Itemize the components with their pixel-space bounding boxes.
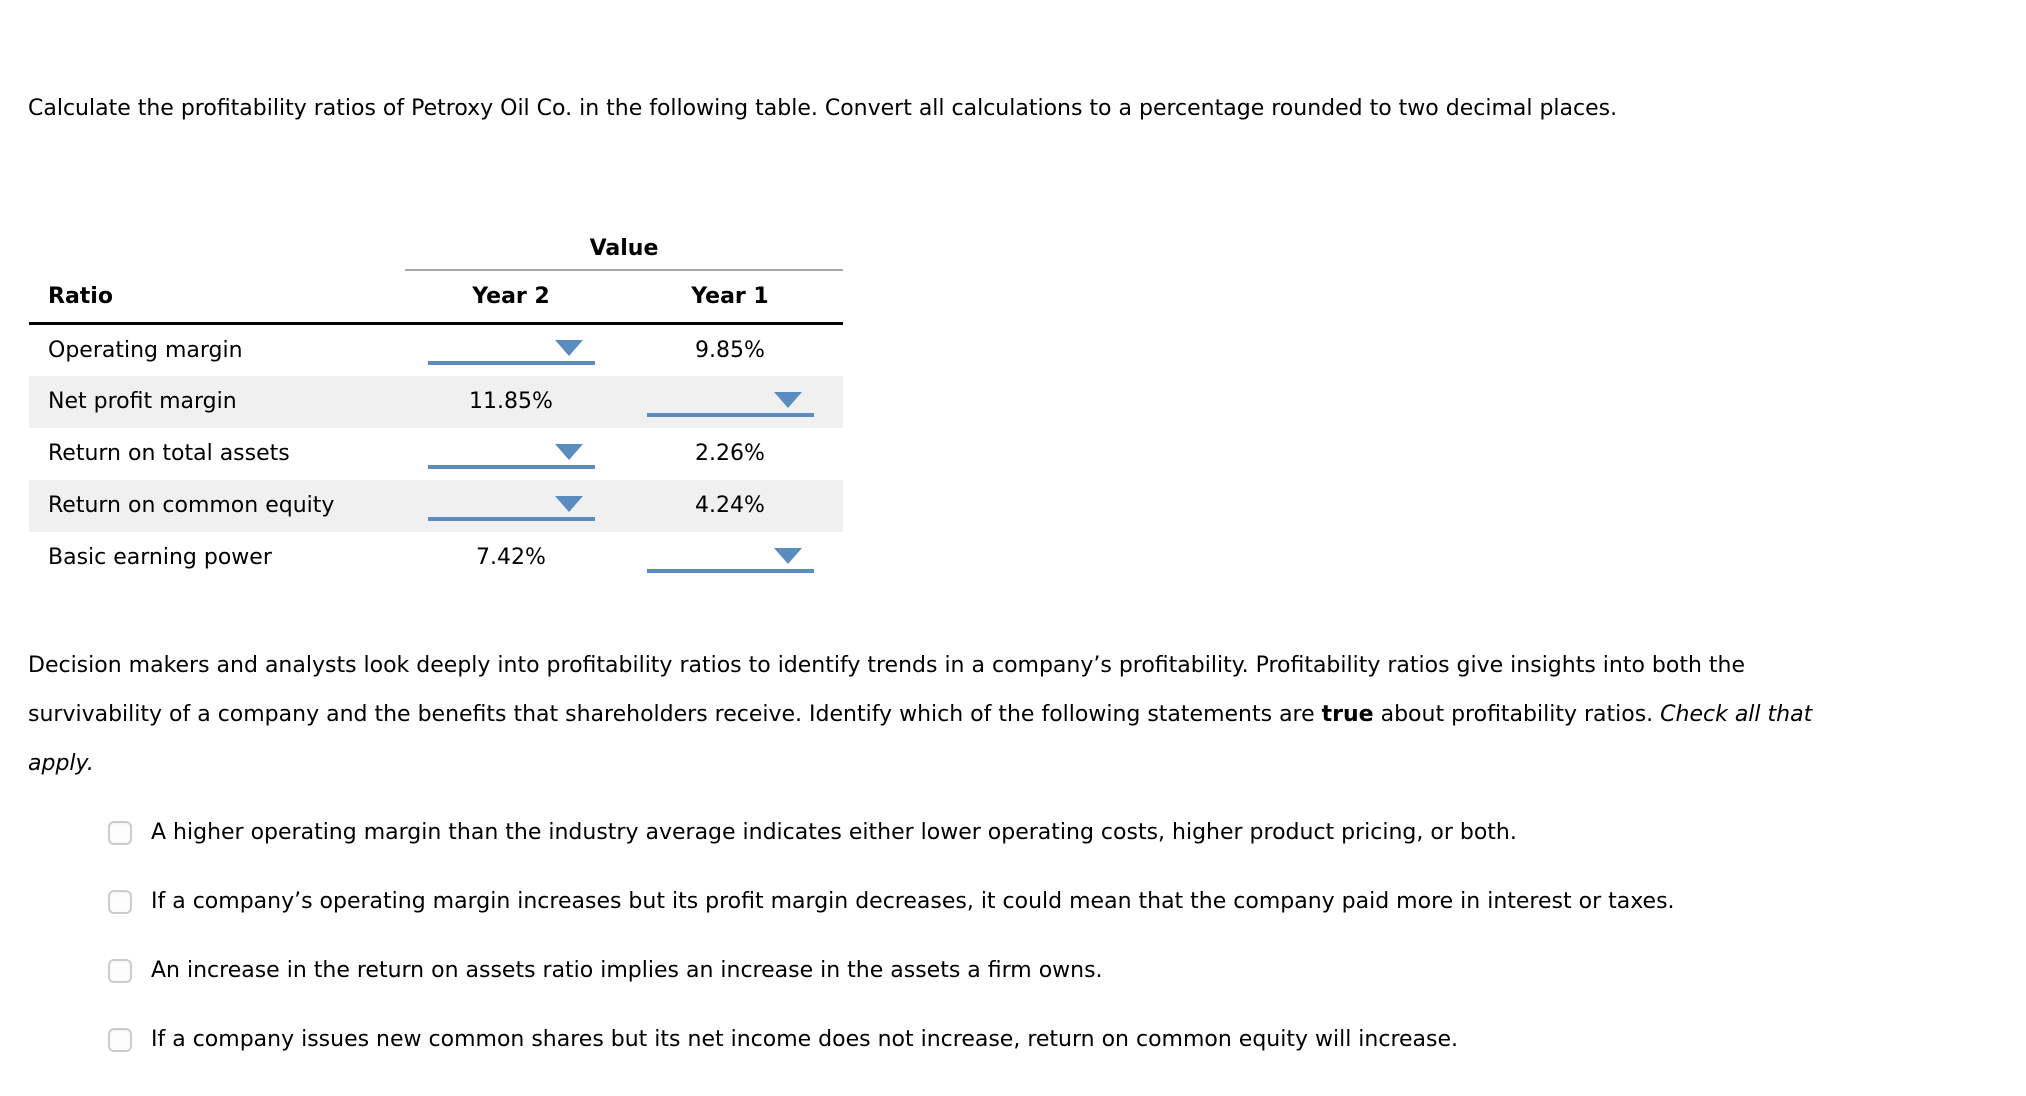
year1-answer-dropdown[interactable]	[646, 387, 814, 417]
table-row-net-profit-margin: Net profit margin 11.85%	[29, 375, 843, 428]
year2-answer-dropdown[interactable]	[427, 439, 595, 469]
year2-answer-dropdown[interactable]	[427, 335, 595, 366]
year1-value: 9.85%	[695, 337, 765, 363]
column-header-row: Ratio Year 2 Year 1	[29, 270, 843, 325]
dropdown-arrow-icon	[554, 495, 583, 512]
year2-column-header: Year 2	[405, 270, 617, 325]
choice-label: If a company issues new common shares bu…	[151, 1027, 1459, 1052]
table-row-operating-margin: Operating margin 9.85%	[29, 324, 843, 376]
choices-list: A higher operating margin than the indus…	[108, 820, 1675, 1096]
value-column-group-header: Value	[405, 236, 843, 271]
choice-label: A higher operating margin than the indus…	[151, 820, 1517, 845]
explanation-before-bold: Decision makers and analysts look deeply…	[28, 653, 1746, 727]
ratio-label: Return on total assets	[48, 441, 290, 466]
checkbox[interactable]	[108, 889, 132, 914]
explanation-bold-word: true	[1321, 702, 1374, 727]
year2-value: 7.42%	[476, 545, 546, 570]
value-header-row: Value	[29, 236, 843, 271]
dropdown-arrow-icon	[554, 443, 583, 460]
question-instruction: Calculate the profitability ratios of Pe…	[28, 96, 1618, 121]
explanation-after-bold: about profitability ratios.	[1380, 702, 1654, 727]
profitability-ratios-table: Value Ratio Year 2 Year 1 Operating marg…	[29, 236, 843, 584]
year2-cell	[405, 428, 617, 480]
check-all-that-apply: Check all that apply.	[28, 702, 1813, 776]
checkbox[interactable]	[108, 1027, 132, 1052]
choice-option-2: If a company’s operating margin increase…	[108, 889, 1675, 914]
table-row-return-on-total-assets: Return on total assets 2.26%	[29, 428, 843, 480]
choice-label: An increase in the return on assets rati…	[151, 958, 1103, 983]
year1-value: 4.24%	[695, 493, 765, 518]
table-row-basic-earning-power: Basic earning power 7.42%	[29, 532, 843, 584]
checkbox[interactable]	[108, 958, 132, 983]
ratio-column-header: Ratio	[29, 270, 405, 325]
year2-cell	[405, 324, 617, 376]
ratio-label: Net profit margin	[48, 389, 237, 414]
choice-option-4: If a company issues new common shares bu…	[108, 1027, 1675, 1052]
table-row-return-on-common-equity: Return on common equity 4.24%	[29, 479, 843, 532]
year2-cell	[405, 480, 617, 532]
explanation-text: Decision makers and analysts look deeply…	[28, 641, 1838, 788]
ratio-label: Operating margin	[48, 337, 243, 363]
year2-answer-dropdown[interactable]	[427, 491, 595, 521]
year1-answer-dropdown[interactable]	[646, 543, 814, 573]
year2-value: 11.85%	[469, 389, 553, 414]
dropdown-arrow-icon	[773, 547, 802, 564]
year1-cell	[617, 532, 843, 584]
ratio-label: Basic earning power	[48, 545, 272, 570]
checkbox[interactable]	[108, 820, 132, 845]
year1-value: 2.26%	[695, 441, 765, 466]
dropdown-arrow-icon	[554, 340, 583, 357]
value-header-spacer	[29, 236, 405, 270]
ratio-label: Return on common equity	[48, 493, 335, 518]
choice-label: If a company’s operating margin increase…	[151, 889, 1675, 914]
choice-option-1: A higher operating margin than the indus…	[108, 820, 1675, 845]
choice-option-3: An increase in the return on assets rati…	[108, 958, 1675, 983]
year1-cell	[617, 376, 843, 428]
dropdown-arrow-icon	[773, 391, 802, 408]
year1-column-header: Year 1	[617, 270, 843, 325]
